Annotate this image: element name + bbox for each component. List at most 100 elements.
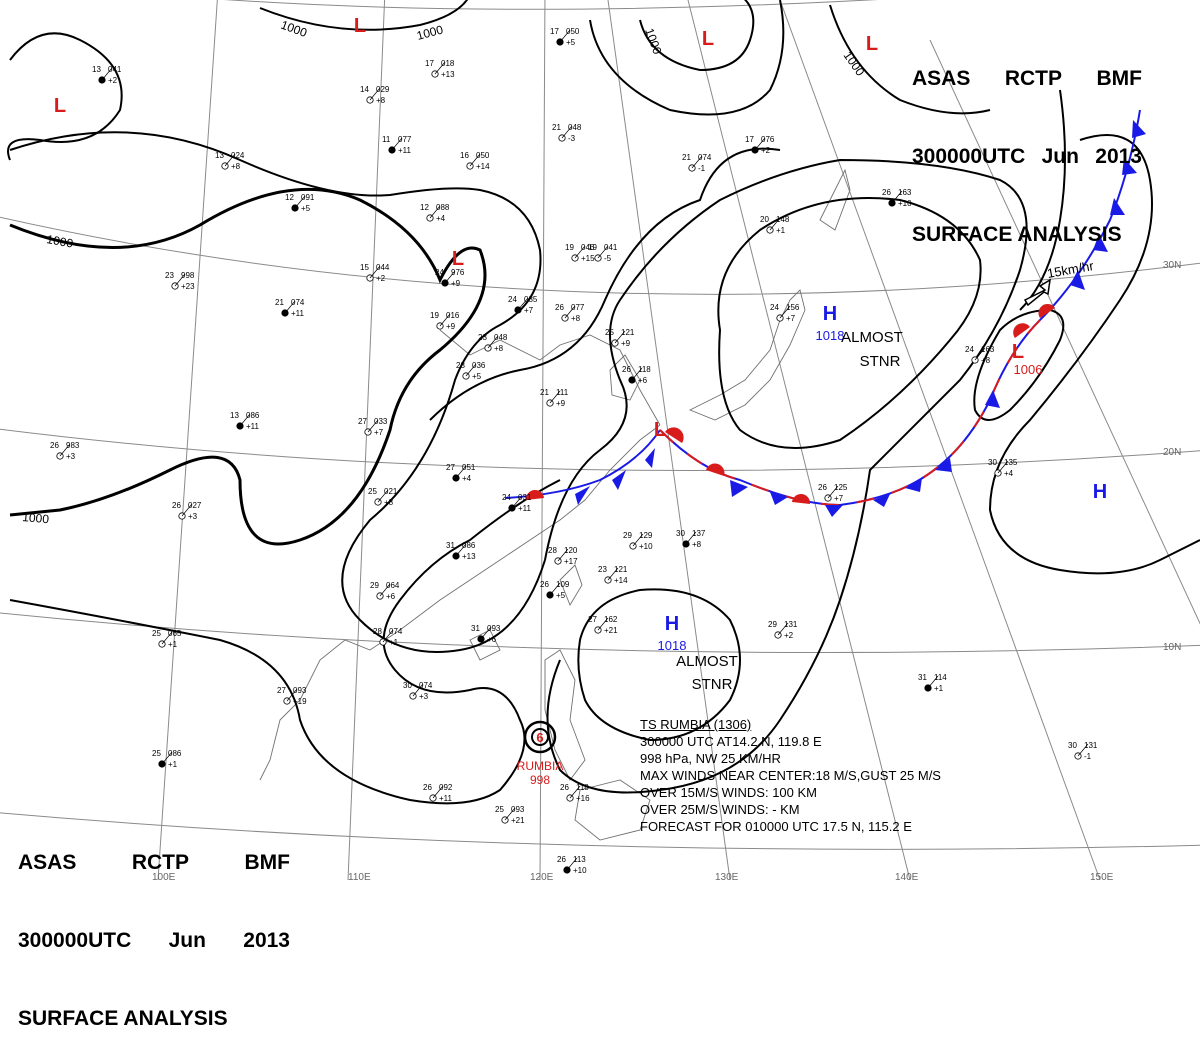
- station-tendency: +14: [476, 162, 490, 171]
- header-bottom: ASAS RCTP BMF 300000UTC Jun 2013 SURFACE…: [18, 798, 290, 1058]
- wind-barb: [487, 335, 499, 349]
- stnr-note: ALMOST: [841, 329, 903, 346]
- wind-barb: [997, 460, 1009, 474]
- wind-barb: [517, 297, 529, 311]
- station-temperature: 28: [373, 627, 382, 636]
- wind-barb: [444, 270, 456, 284]
- stnr-note: STNR: [860, 353, 901, 370]
- footer-line-2: 300000UTC Jun 2013: [18, 928, 290, 954]
- isobar-top-l: [639, 0, 755, 72]
- station-pressure: 033: [374, 417, 388, 426]
- front-triangle: [770, 492, 788, 505]
- station-plot: 23 036 +5: [456, 361, 486, 381]
- station-tendency: +1: [168, 640, 178, 649]
- station-pressure: 086: [168, 749, 182, 758]
- wind-barb: [974, 347, 986, 361]
- wind-barb: [549, 582, 561, 596]
- typhoon-ring-inner: [531, 728, 549, 746]
- parallel-30n: [0, 216, 1200, 295]
- station-pressure: 092: [439, 783, 453, 792]
- station-pressure: 129: [639, 531, 653, 540]
- station-pressure: 041: [604, 243, 618, 252]
- station-pressure: 135: [1004, 458, 1018, 467]
- station-pressure: 086: [462, 541, 476, 550]
- longitude-label: 100E: [152, 872, 176, 883]
- station-tendency: +4: [436, 214, 446, 223]
- front-triangle: [575, 486, 590, 505]
- station-temperature: 28: [548, 546, 557, 555]
- station-tendency: +5: [556, 591, 566, 600]
- station-temperature: 29: [768, 620, 777, 629]
- coast-taiwan: [559, 564, 583, 607]
- wind-barb: [455, 465, 467, 479]
- typhoon-symbol: 6: [523, 720, 557, 754]
- station-pressure: 148: [776, 215, 790, 224]
- station-pressure: 983: [66, 441, 80, 450]
- station-tendency: +10: [573, 866, 587, 875]
- station-plot: 12 091 +5: [285, 193, 315, 213]
- station-tendency: -1: [698, 164, 706, 173]
- station-temperature: 24: [508, 295, 517, 304]
- wind-barb: [632, 533, 644, 547]
- station-temperature: 21: [275, 298, 284, 307]
- isobar-east-big: [988, 134, 1200, 575]
- station-tendency: +10: [639, 542, 653, 551]
- longitude-label: 110E: [348, 872, 371, 883]
- wind-barb: [434, 61, 446, 75]
- coast-sakhalin: [819, 168, 851, 231]
- low-center: L: [54, 95, 66, 117]
- station-tendency: +9: [446, 322, 456, 331]
- station-plot: 26 118 +16: [560, 783, 590, 803]
- wind-barb: [181, 503, 193, 517]
- footer-station: RCTP: [131, 851, 190, 874]
- station-pressure: 041: [108, 65, 122, 74]
- wind-barb: [511, 495, 523, 509]
- footer-title: SURFACE ANALYSIS: [18, 1007, 228, 1030]
- station-tendency: +8: [571, 314, 581, 323]
- station-tendency: +5: [472, 372, 482, 381]
- longitude-label: 120E: [530, 872, 554, 883]
- coast-visayas: [574, 779, 651, 841]
- typhoon-glyph: 6: [536, 730, 543, 745]
- station-temperature: 26: [423, 783, 432, 792]
- latitude-label: 20N: [1163, 447, 1181, 458]
- station-plot: 19 016 +9: [430, 311, 460, 331]
- station-temperature: 27: [277, 686, 286, 695]
- station-plot: 21 074 +11: [275, 298, 305, 318]
- station-plot: 31 086 +13: [446, 541, 476, 561]
- weather-map: 6 13 041 +2 17 018 +13 14 029 +8 11 077 +11 16 050 +14…: [0, 0, 1200, 883]
- station-pressure: 046: [581, 243, 595, 252]
- station-plot: 29 129 +10: [623, 531, 653, 551]
- station-pressure: 051: [462, 463, 476, 472]
- station-temperature: 26: [557, 855, 566, 864]
- station-temperature: 25: [495, 805, 504, 814]
- station-pressure: 024: [231, 151, 245, 160]
- station-tendency: +2: [376, 274, 386, 283]
- station-plot: 23 998 +23: [165, 271, 195, 291]
- station-temperature: 31: [918, 673, 927, 682]
- header-year: 2013: [1095, 145, 1142, 168]
- station-plot: 30 131 -1: [1068, 741, 1098, 761]
- wind-barb: [559, 29, 571, 43]
- longitude-label: 150E: [1090, 872, 1114, 883]
- wind-barb: [239, 413, 251, 427]
- center-pressure: 1018: [816, 328, 845, 343]
- wind-barb: [754, 137, 766, 151]
- wind-barb: [631, 367, 643, 381]
- station-pressure: 050: [476, 151, 490, 160]
- station-plot: 13 086 +11: [230, 411, 260, 431]
- front-triangle: [730, 480, 748, 497]
- station-tendency: +8: [376, 96, 386, 105]
- storm-info-position: 300000 UTC AT14.2 N, 119.8 E: [640, 734, 822, 749]
- wind-barb: [597, 617, 609, 631]
- latitude-label: 30N: [1163, 260, 1181, 271]
- header-month: Jun: [1041, 145, 1079, 168]
- front-triangle: [825, 505, 843, 517]
- station-tendency: +6: [487, 635, 497, 644]
- station-tendency: +2: [784, 631, 794, 640]
- front-triangle: [645, 448, 655, 468]
- coast-korea: [609, 354, 641, 401]
- station-pressure: 111: [556, 388, 569, 397]
- station-plot: 29 131 +2: [768, 620, 798, 640]
- header-line-2: 300000UTC Jun 2013: [912, 144, 1142, 170]
